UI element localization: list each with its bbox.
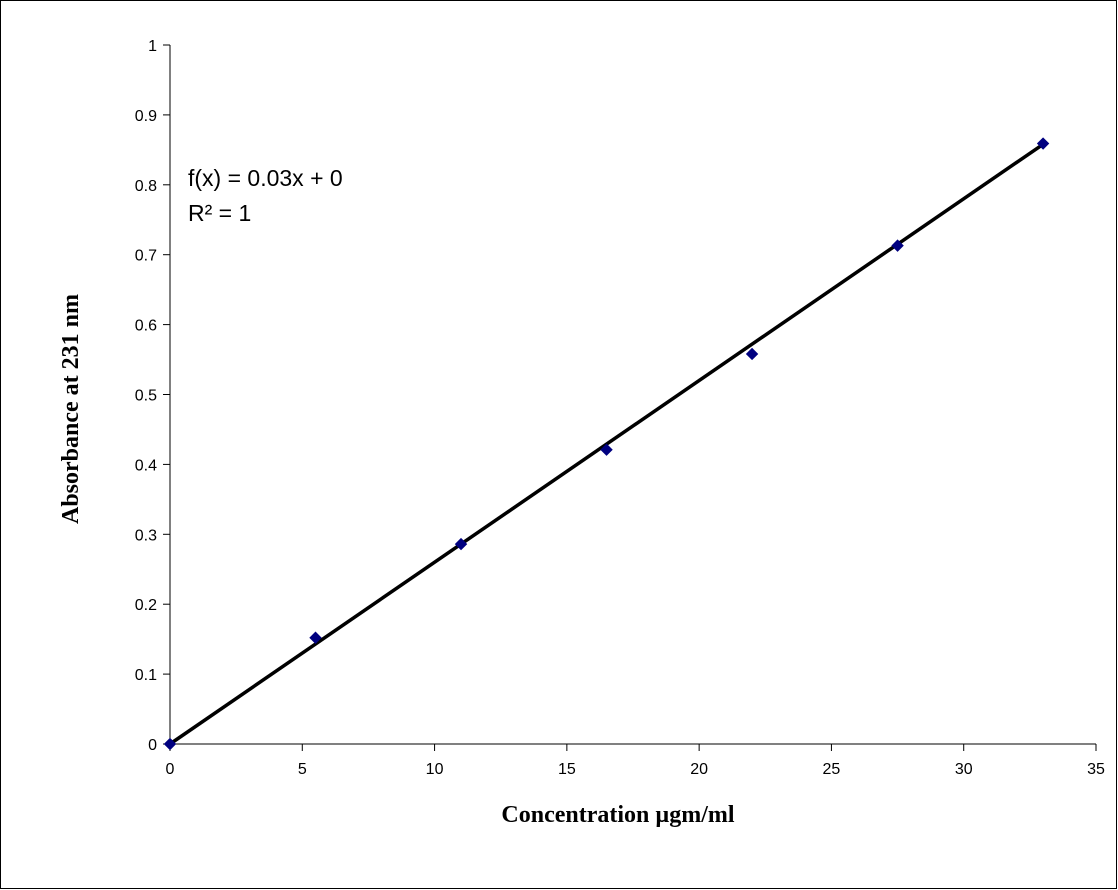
x-tick-label: 25 [823, 761, 841, 778]
y-tick-label: 1 [148, 38, 157, 55]
axes [169, 45, 1096, 745]
data-point [1036, 137, 1050, 150]
data-points [163, 137, 1050, 751]
equation-annotation: f(x) = 0.03x + 0 [188, 165, 343, 191]
x-tick-label: 30 [955, 761, 973, 778]
data-point [163, 737, 177, 751]
y-tick-label: 0.6 [135, 318, 157, 335]
y-tick-label: 0 [148, 737, 157, 754]
x-tick-label: 15 [558, 761, 576, 778]
r-squared-annotation: R² = 1 [188, 200, 251, 226]
y-tick-label: 0.8 [135, 178, 157, 195]
x-ticks: 0 5 10 15 20 25 30 35 [166, 744, 1105, 778]
y-tick-label: 0.3 [135, 527, 157, 544]
data-point [745, 347, 759, 361]
y-ticks: 0 0.1 0.2 0.3 0.4 0.5 0.6 0.7 0.8 0.9 1 [135, 38, 170, 754]
x-tick-label: 20 [690, 761, 708, 778]
y-tick-label: 0.2 [135, 597, 157, 614]
data-point [600, 443, 613, 456]
x-tick-label: 35 [1087, 761, 1105, 778]
y-tick-label: 0.1 [135, 667, 157, 684]
x-tick-label: 5 [298, 761, 307, 778]
y-tick-label: 0.9 [135, 108, 157, 125]
data-point [454, 537, 468, 551]
y-axis-title: Absorbance at 231 nm [58, 294, 84, 524]
data-point [891, 239, 904, 252]
x-tick-label: 0 [166, 761, 175, 778]
x-axis-title: Concentration µgm/ml [501, 802, 734, 828]
data-point [309, 631, 322, 644]
y-tick-label: 0.7 [135, 248, 157, 265]
y-tick-label: 0.5 [135, 388, 157, 405]
x-tick-label: 10 [426, 761, 444, 778]
y-tick-label: 0.4 [135, 457, 157, 474]
